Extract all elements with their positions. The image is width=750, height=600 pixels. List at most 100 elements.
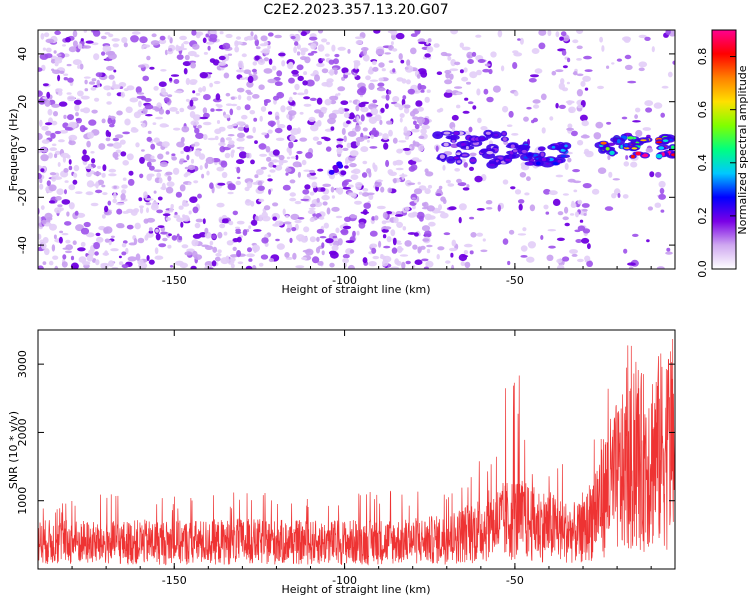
- noise-speckle: [580, 134, 590, 139]
- noise-speckle: [328, 59, 335, 65]
- noise-speckle: [178, 205, 184, 210]
- noise-speckle: [297, 171, 301, 178]
- noise-speckle: [77, 247, 86, 252]
- noise-speckle: [526, 176, 531, 182]
- noise-speckle: [272, 65, 277, 71]
- noise-speckle: [218, 62, 226, 66]
- noise-speckle: [72, 30, 78, 38]
- noise-speckle: [349, 249, 355, 254]
- noise-speckle: [272, 149, 280, 156]
- noise-speckle: [207, 45, 211, 51]
- noise-speckle: [235, 226, 240, 229]
- noise-speckle: [412, 116, 419, 120]
- noise-speckle: [311, 256, 320, 264]
- noise-speckle: [194, 31, 204, 36]
- noise-speckle: [444, 79, 453, 85]
- noise-speckle: [449, 73, 454, 80]
- noise-speckle: [445, 89, 453, 93]
- noise-speckle: [480, 126, 488, 131]
- noise-speckle: [380, 107, 385, 113]
- noise-speckle: [414, 199, 418, 204]
- noise-speckle: [454, 61, 461, 66]
- noise-speckle: [538, 30, 547, 36]
- noise-speckle: [286, 124, 292, 131]
- noise-speckle: [234, 46, 240, 53]
- noise-speckle: [385, 159, 390, 168]
- noise-speckle: [224, 152, 231, 159]
- noise-speckle: [314, 74, 320, 82]
- noise-speckle: [316, 62, 325, 68]
- noise-speckle: [253, 117, 258, 122]
- noise-speckle: [385, 94, 390, 101]
- noise-speckle: [324, 98, 332, 106]
- noise-speckle: [39, 119, 43, 127]
- noise-speckle: [93, 242, 100, 250]
- signal-blob-core: [478, 136, 486, 141]
- noise-speckle: [625, 155, 629, 160]
- noise-speckle: [390, 41, 394, 46]
- noise-speckle: [55, 196, 62, 201]
- noise-speckle: [469, 250, 474, 255]
- y-tick-label: 40: [16, 47, 29, 61]
- noise-speckle: [296, 44, 301, 50]
- noise-speckle: [95, 232, 101, 237]
- noise-speckle: [566, 127, 574, 131]
- noise-speckle: [65, 36, 71, 43]
- noise-speckle: [658, 193, 666, 200]
- noise-speckle: [90, 86, 97, 91]
- noise-speckle: [154, 255, 164, 260]
- noise-speckle: [356, 230, 360, 236]
- noise-speckle: [666, 247, 671, 252]
- noise-speckle: [165, 109, 171, 115]
- noise-speckle: [437, 211, 445, 214]
- noise-speckle: [304, 56, 311, 64]
- noise-speckle: [48, 200, 56, 204]
- noise-speckle: [235, 41, 243, 45]
- noise-speckle: [157, 196, 163, 201]
- noise-speckle: [43, 32, 50, 38]
- signal-blob-core: [451, 135, 457, 140]
- noise-speckle: [359, 86, 367, 94]
- noise-speckle: [552, 198, 561, 206]
- noise-speckle: [463, 243, 473, 248]
- noise-speckle: [123, 42, 128, 48]
- noise-speckle: [407, 88, 415, 95]
- noise-speckle: [165, 186, 174, 194]
- noise-speckle: [85, 172, 92, 178]
- noise-speckle: [480, 249, 488, 253]
- noise-speckle: [331, 206, 340, 212]
- noise-speckle: [195, 92, 201, 96]
- noise-speckle: [576, 73, 584, 77]
- noise-speckle: [274, 164, 283, 171]
- signal-blob-core: [469, 159, 477, 162]
- noise-speckle: [448, 206, 457, 211]
- noise-speckle: [236, 36, 241, 40]
- noise-speckle: [143, 191, 148, 199]
- noise-speckle: [374, 215, 379, 221]
- noise-speckle: [90, 202, 99, 207]
- noise-speckle: [294, 219, 302, 224]
- noise-speckle: [399, 254, 409, 257]
- noise-speckle: [146, 161, 152, 168]
- signal-blob-core: [485, 131, 491, 135]
- noise-speckle: [371, 216, 376, 221]
- noise-speckle: [253, 246, 258, 253]
- noise-speckle: [272, 216, 278, 221]
- noise-speckle: [167, 175, 172, 182]
- noise-speckle: [447, 183, 455, 187]
- noise-speckle: [158, 177, 163, 184]
- noise-speckle: [352, 230, 356, 238]
- noise-speckle: [667, 71, 673, 78]
- noise-speckle: [272, 223, 280, 227]
- noise-speckle: [148, 259, 155, 265]
- noise-speckle: [254, 55, 260, 61]
- noise-speckle: [179, 35, 188, 41]
- noise-speckle: [57, 139, 65, 143]
- noise-speckle: [218, 55, 226, 61]
- noise-speckle: [83, 127, 88, 130]
- noise-speckle: [155, 116, 164, 120]
- noise-speckle: [152, 122, 157, 125]
- noise-speckle: [617, 193, 621, 198]
- noise-speckle: [318, 111, 324, 118]
- noise-speckle: [108, 74, 115, 80]
